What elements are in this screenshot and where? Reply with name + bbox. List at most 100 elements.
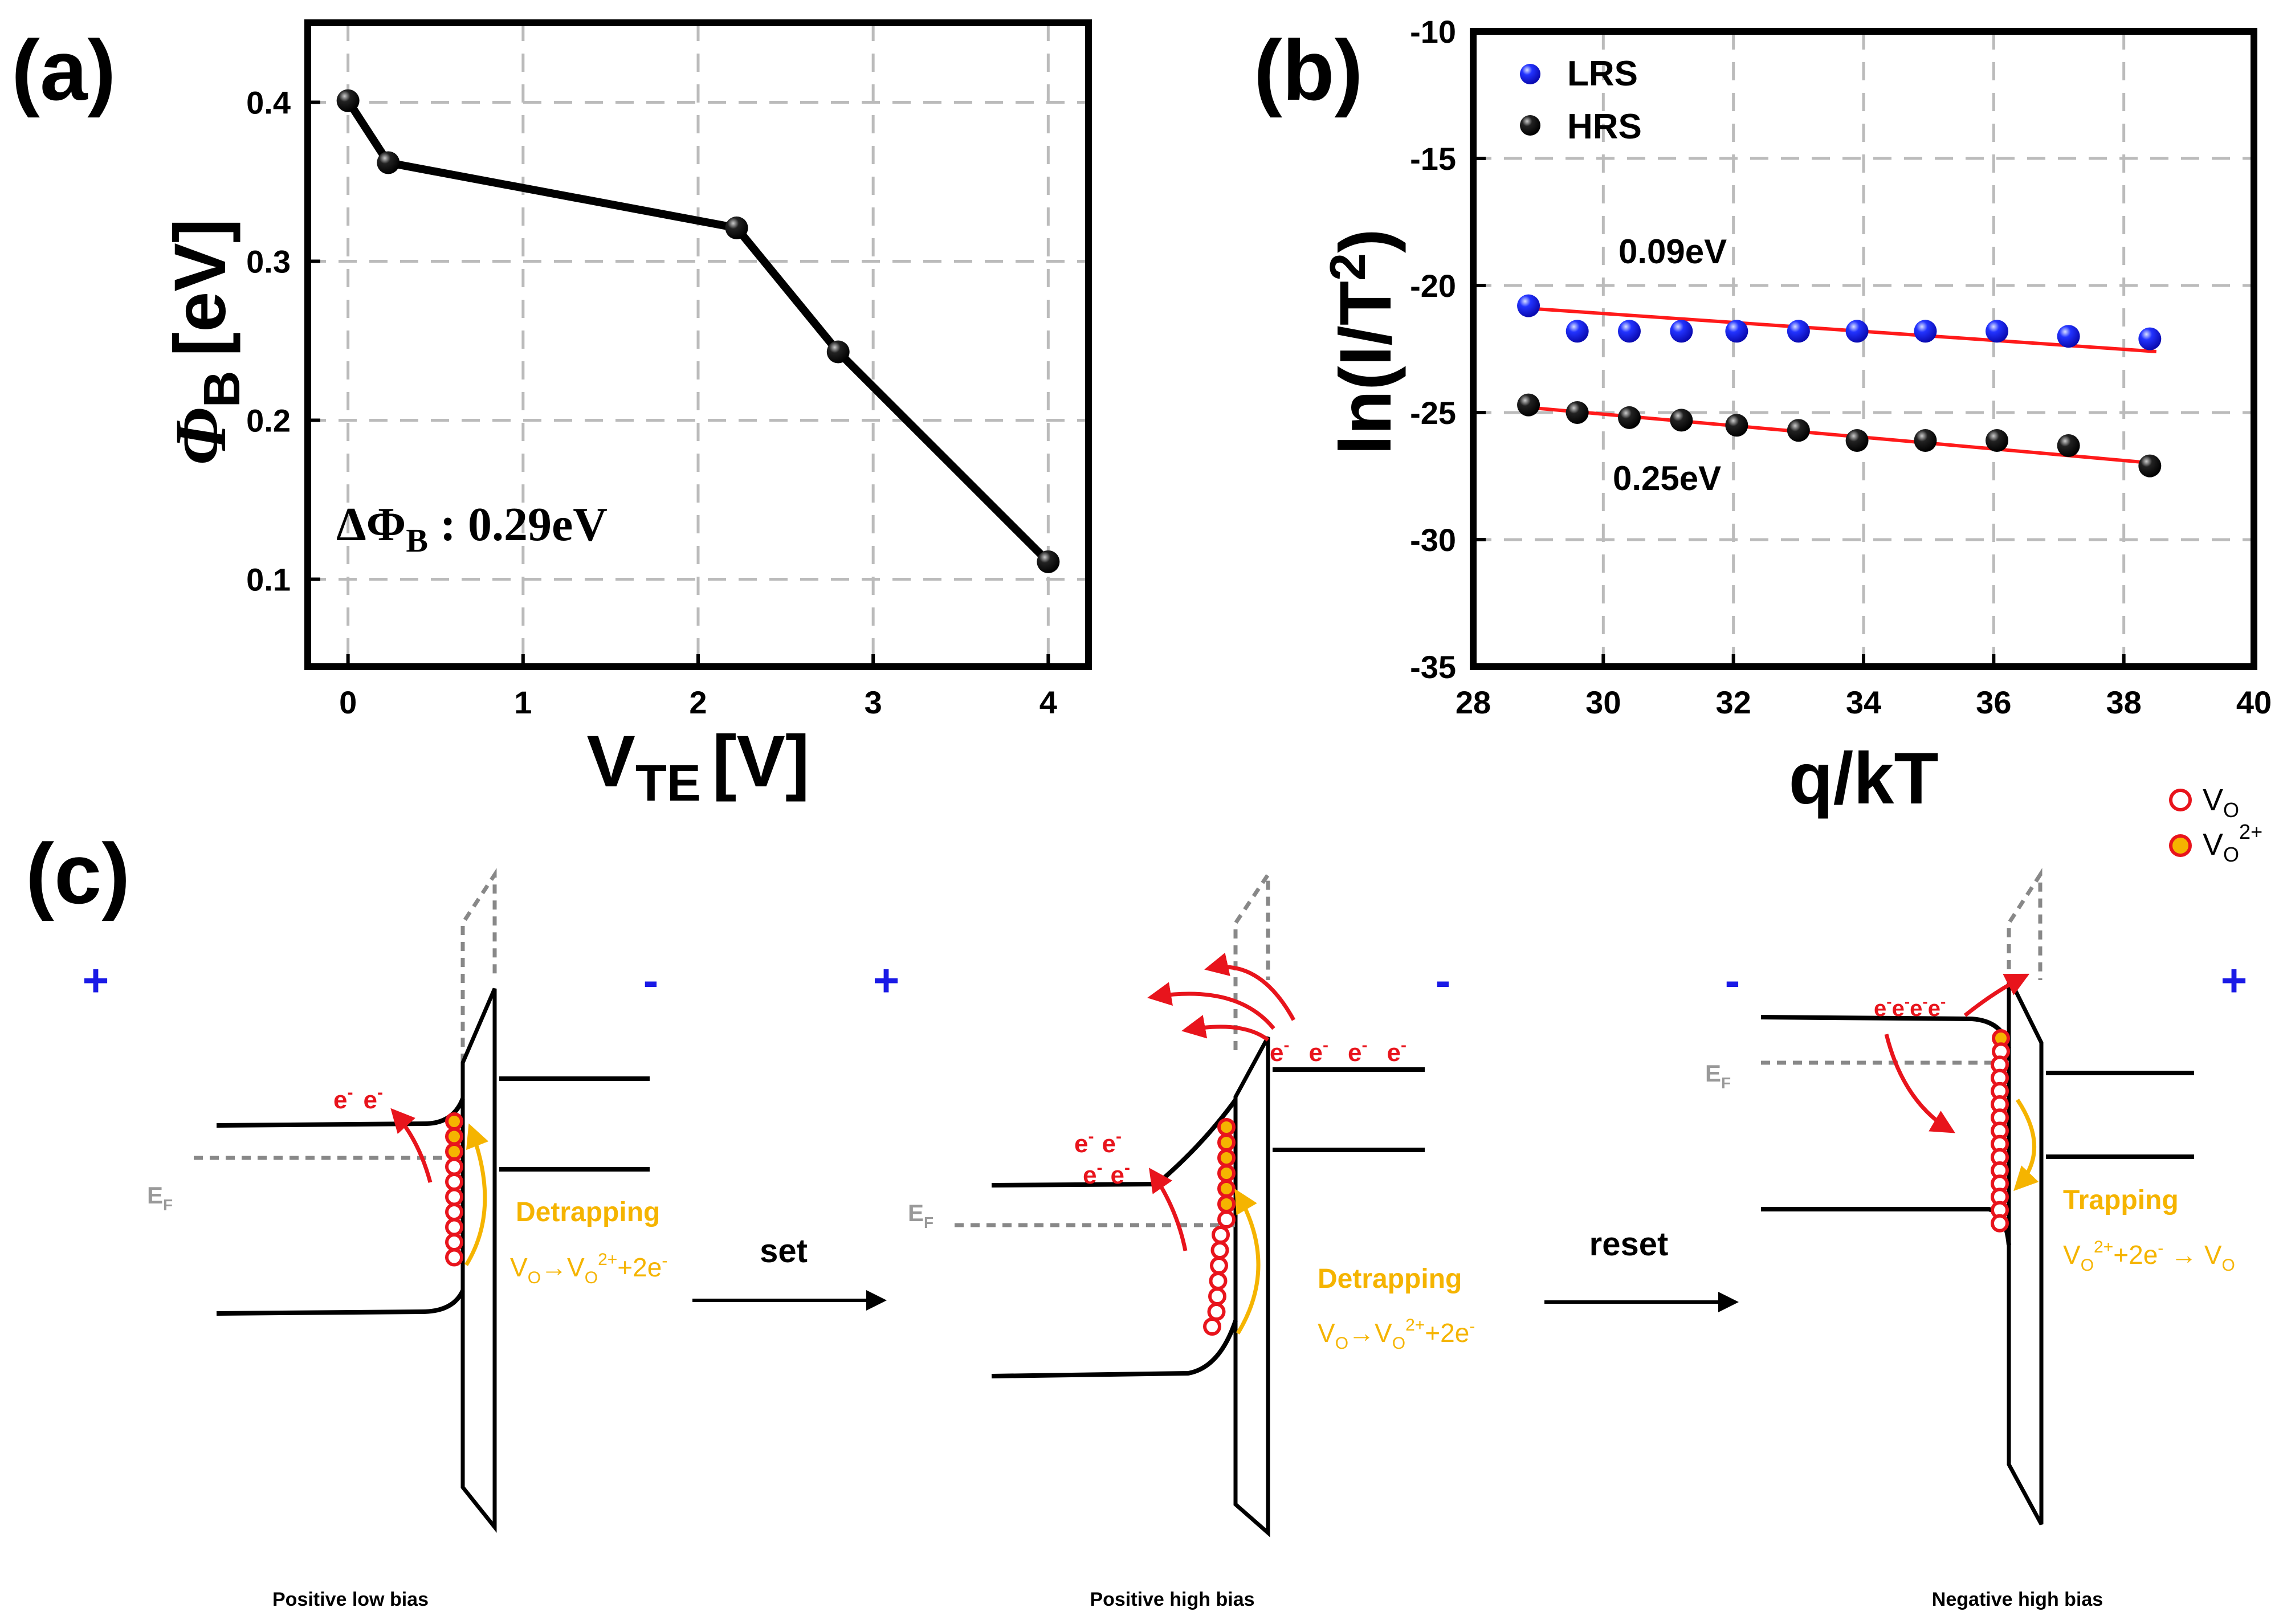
data-point-hrs	[1787, 419, 1810, 442]
ionized-vacancy-icon	[1217, 1118, 1236, 1136]
ionized-vacancy-icon	[445, 1127, 463, 1146]
d2-electron-arrow-top-1	[1147, 982, 1275, 1030]
d2-electrons-top: e-e-e-e-	[1270, 1036, 1407, 1067]
d2-right-sign: -	[1436, 955, 1451, 1006]
panel-b: (b) 28 30 32 34 36 38 40 -35 -30 -25 -20 -15 -10 LRS…	[1254, 14, 2272, 819]
data-point-hrs	[1725, 414, 1748, 437]
panel-c: (c) VO VO2+ + - EF	[26, 783, 2262, 1610]
neutral-vacancy-icon	[1208, 1287, 1226, 1305]
data-point-hrs	[1517, 393, 1540, 417]
x-tick-label: 28	[1456, 684, 1491, 720]
ionized-vacancy-icon	[1217, 1149, 1236, 1167]
panel-b-label: (b)	[1254, 22, 1363, 118]
neutral-vacancy-icon	[1207, 1303, 1226, 1321]
d3-oxygen-vacancies	[1991, 1029, 2010, 1233]
data-point-hrs	[1618, 406, 1641, 429]
d3-electrons-top: e-e-e-e-	[1874, 993, 1946, 1021]
d2-electron-arrow-left	[1149, 1168, 1188, 1251]
data-point-hrs	[2057, 434, 2080, 457]
d3-electron-arrow-up	[1963, 973, 2030, 1017]
panel-a-annotation: ΔΦB : 0.29eV	[336, 498, 608, 559]
d2-oxygen-vacancies	[1203, 1118, 1236, 1336]
d2-electron-arrow-top-3	[1181, 1015, 1270, 1042]
data-point-lrs	[2057, 325, 2080, 348]
x-tick-label: 2	[689, 684, 707, 720]
data-point-lrs	[1618, 320, 1641, 343]
data-point-lrs	[1670, 320, 1693, 343]
d1-caption: Positive low bias	[272, 1589, 429, 1610]
data-point-lrs	[1914, 320, 1937, 343]
annotation-sub: B	[406, 522, 428, 559]
neutral-vacancy-icon	[1203, 1317, 1221, 1336]
y-tick-label: 0.1	[246, 562, 291, 598]
panel-c-legend: VO VO2+	[2169, 783, 2262, 866]
legend-marker-lrs	[1520, 64, 1540, 84]
d1-insulator-barrier	[460, 988, 497, 1533]
x-tick-label: 34	[1846, 684, 1881, 720]
neutral-vacancy-icon	[445, 1188, 463, 1206]
ionized-vacancy-icon	[1217, 1180, 1236, 1198]
ionized-vacancy-icon	[445, 1112, 463, 1131]
legend-vo2-icon	[2169, 834, 2192, 857]
annotation-prefix: ΔΦ	[336, 498, 406, 551]
d3-conduction-band-left	[1760, 1015, 2011, 1049]
d2-left-sign: +	[873, 955, 900, 1006]
panel-a-ticks: 0 1 2 3 4 0.1 0.2 0.3 0.4	[246, 85, 1057, 720]
annotation-value: : 0.29eV	[428, 498, 608, 551]
neutral-vacancy-icon	[445, 1203, 463, 1221]
d3-reaction: VO2++2e- → VO	[2063, 1238, 2235, 1275]
d1-oxygen-vacancies	[445, 1112, 463, 1267]
panel-a-points	[336, 89, 1060, 573]
panel-b-ticks: 28 30 32 34 36 38 40 -35 -30 -25 -20 -15 -10	[1410, 14, 2272, 720]
d3-dashed-barrier-outline	[2007, 868, 2043, 1017]
panel-c-label: (c)	[26, 826, 130, 921]
band-diagram-positive-low-bias: + - EF e-e- Detrapping VO→VO2++2e- Posit…	[83, 868, 667, 1610]
d1-detrapping-arrow	[464, 1123, 489, 1266]
x-tick-label: 40	[2236, 684, 2272, 720]
legend-vo-label: VO	[2203, 783, 2239, 822]
reset-label: reset	[1589, 1226, 1669, 1263]
data-point-lrs	[1725, 320, 1748, 343]
y-tick-label: -35	[1410, 649, 1456, 685]
ionized-vacancy-icon	[1217, 1195, 1236, 1213]
y-tick-label: -20	[1410, 268, 1456, 304]
d3-electron-arrow-down	[1884, 1034, 1956, 1133]
d2-insulator-barrier	[1233, 1036, 1270, 1537]
d1-ef-label: EF	[147, 1182, 173, 1214]
data-point-lrs	[1517, 294, 1540, 317]
data-point	[377, 151, 400, 174]
y-tick-label: -10	[1410, 14, 1456, 50]
y-tick-label: 0.2	[246, 403, 291, 439]
data-point-lrs	[1566, 320, 1589, 343]
panel-b-points	[1517, 294, 2162, 478]
d1-electron-label: e-e-	[333, 1083, 383, 1114]
data-point-lrs	[1787, 320, 1810, 343]
neutral-vacancy-icon	[1991, 1214, 2009, 1233]
x-tick-label: 30	[1585, 684, 1621, 720]
d3-process-label: Trapping	[2063, 1185, 2179, 1215]
panel-a-grid	[308, 23, 1088, 667]
panel-a-x-axis-label: VTE [V]	[586, 721, 809, 812]
d1-left-sign: +	[83, 955, 109, 1006]
data-point	[336, 89, 360, 112]
panel-a-y-axis-label: ΦB[eV]	[160, 219, 251, 466]
ionized-vacancy-icon	[1217, 1164, 1236, 1182]
d2-process-label: Detrapping	[1318, 1264, 1462, 1294]
d3-ef-label: EF	[1705, 1060, 1731, 1092]
d3-left-sign: -	[1725, 955, 1740, 1006]
legend-vo2-label: VO2+	[2203, 820, 2262, 866]
x-tick-label: 4	[1039, 684, 1057, 720]
legend-marker-hrs	[1520, 115, 1540, 136]
data-point	[1037, 550, 1060, 573]
neutral-vacancy-icon	[1210, 1256, 1228, 1275]
x-tick-label: 1	[514, 684, 532, 720]
band-diagram-negative-high-bias: - + EF e-e-e-e- Trapping VO2++2e- → VO N…	[1705, 868, 2247, 1610]
data-point-lrs	[2138, 327, 2162, 350]
x-tick-label: 32	[1716, 684, 1751, 720]
data-point-hrs	[1986, 429, 2009, 452]
neutral-vacancy-icon	[1209, 1272, 1228, 1290]
d3-caption: Negative high bias	[1932, 1589, 2103, 1610]
data-point-hrs	[1914, 429, 1937, 452]
data-point-hrs	[1845, 429, 1869, 452]
